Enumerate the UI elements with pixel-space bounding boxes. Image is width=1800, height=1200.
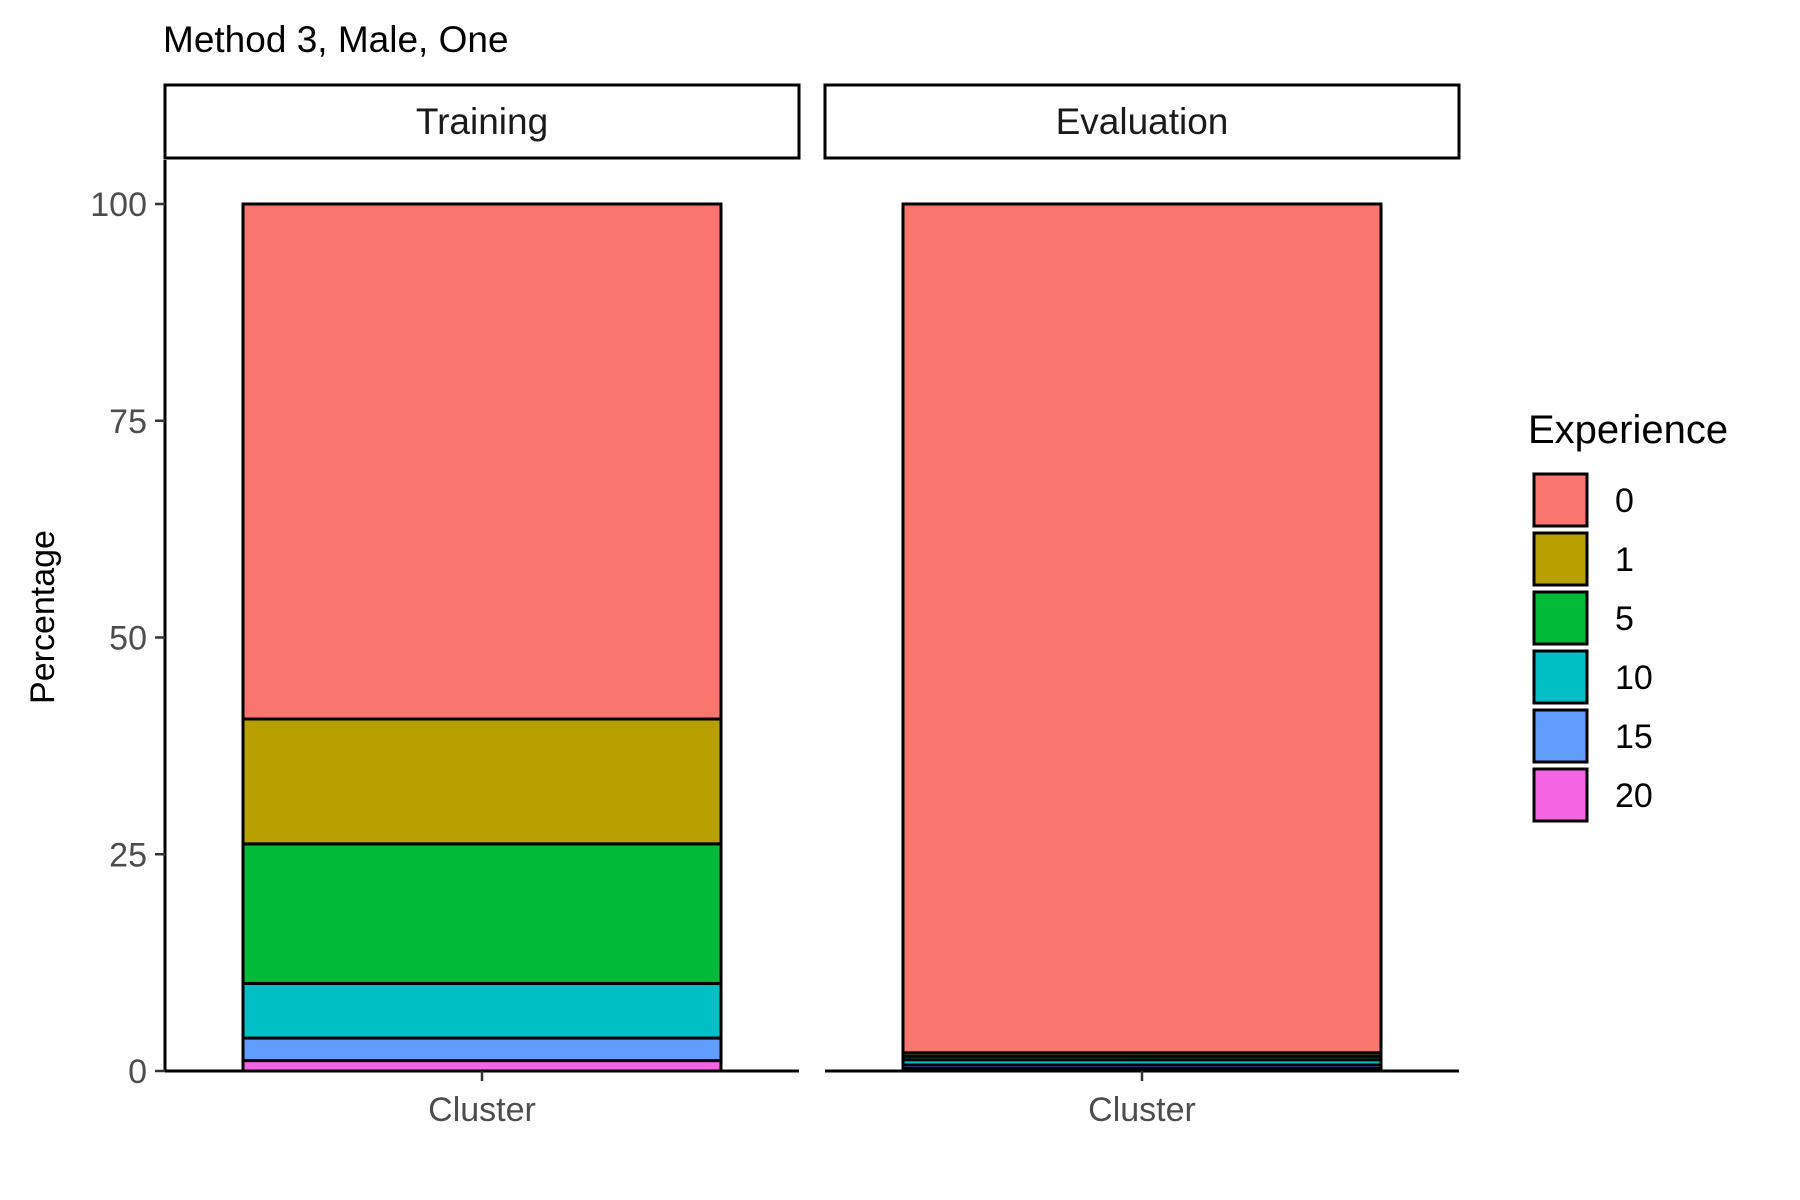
y-tick-label: 100	[90, 186, 147, 224]
x-tick-label: Cluster	[1088, 1091, 1196, 1129]
panel-evaluation: Evaluation Cluster	[823, 83, 1461, 1129]
strip-box	[163, 83, 801, 160]
panels: Training Cluster Evaluation Cluster	[163, 83, 1461, 1129]
x-tick-label: Cluster	[428, 1091, 536, 1129]
y-tick-label: 25	[109, 836, 147, 874]
bar-segment-0	[901, 202, 1383, 1055]
bar-segment-5	[241, 842, 723, 985]
legend-key-20	[1532, 767, 1589, 823]
chart-title: Method 3, Male, One	[163, 19, 509, 60]
y-axis-title: Percentage	[24, 530, 62, 704]
legend-label-10: 10	[1615, 659, 1653, 697]
bar-segment-20	[241, 1059, 723, 1073]
y-axis: 0 25 50 75 100	[90, 160, 167, 1091]
strip-label: Training	[416, 101, 548, 142]
legend-label-5: 5	[1615, 600, 1634, 638]
legend-title: Experience	[1528, 408, 1728, 452]
legend-key-1	[1532, 531, 1589, 587]
panel-training: Training Cluster	[163, 83, 801, 1129]
legend-label-1: 1	[1615, 541, 1634, 579]
bar-segment-15	[241, 1036, 723, 1063]
legend-label-20: 20	[1615, 777, 1653, 815]
bar-segment-10	[241, 981, 723, 1040]
legend-label-0: 0	[1615, 482, 1634, 520]
bar-segment-1	[241, 717, 723, 846]
legend-key-10	[1532, 649, 1589, 705]
y-tick-label: 50	[109, 620, 147, 658]
bar-segment-0	[241, 202, 723, 721]
y-tick-label: 0	[128, 1053, 147, 1091]
legend-label-15: 15	[1615, 718, 1653, 756]
legend-key-15	[1532, 708, 1589, 764]
y-tick-label: 75	[109, 403, 147, 441]
legend-key-5	[1532, 590, 1589, 646]
legend-key-0	[1532, 472, 1589, 528]
strip-label: Evaluation	[1056, 101, 1229, 142]
strip-box	[823, 83, 1461, 160]
